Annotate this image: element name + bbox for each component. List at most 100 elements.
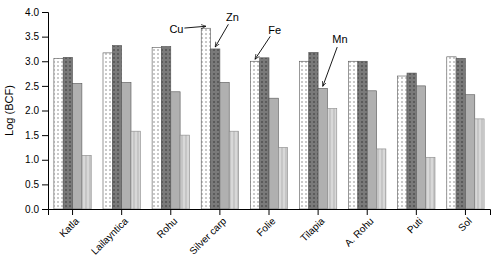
bar — [211, 49, 220, 209]
x-tick: Katla — [57, 209, 81, 239]
bars — [54, 28, 484, 209]
x-tick: Puti — [405, 209, 425, 235]
x-tick: Sol — [456, 209, 474, 233]
x-tick: Folie — [254, 209, 277, 238]
annotation: Cu — [169, 23, 183, 35]
y-axis-line — [42, 13, 49, 210]
y-tick: 3.0 — [25, 56, 48, 67]
x-tick: A. Rohu — [342, 209, 375, 249]
bar — [260, 58, 269, 209]
bar — [416, 86, 425, 209]
x-tick-label: Silver carp — [187, 215, 228, 256]
y-tick-label: 3.0 — [25, 56, 39, 67]
bar-series — [54, 28, 456, 209]
y-tick: 0.5 — [25, 179, 48, 190]
bar — [73, 83, 82, 209]
bar — [54, 58, 63, 209]
y-tick: 1.5 — [25, 130, 48, 141]
annotations: Cu Zn Fe Mn — [169, 11, 347, 86]
y-tick-label: 2.5 — [25, 81, 39, 92]
x-tick-mark — [416, 209, 417, 215]
annotation-arrow — [323, 47, 337, 86]
annotation: Zn — [226, 11, 239, 23]
bar — [201, 28, 210, 209]
x-tick-mark — [219, 209, 220, 215]
bar — [447, 57, 456, 209]
y-tick-mark — [42, 160, 48, 161]
y-tick-mark — [42, 111, 48, 112]
bar — [161, 46, 170, 209]
y-tick: 3.5 — [25, 31, 48, 42]
x-tick-label: Folie — [254, 215, 277, 238]
bar — [358, 61, 367, 209]
x-tick-label: Rohu — [155, 215, 180, 240]
annotation-arrow — [184, 26, 205, 28]
x-tick: Rohu — [155, 209, 180, 240]
y-tick: 4.0 — [25, 7, 48, 18]
x-axis-line — [49, 210, 491, 216]
bar — [349, 61, 358, 209]
bar-series — [82, 109, 484, 209]
x-tick: Tilapia — [298, 209, 327, 244]
bar — [465, 95, 474, 209]
bar — [327, 109, 336, 209]
bar — [122, 82, 131, 209]
y-tick-mark — [42, 12, 48, 13]
bar — [82, 155, 91, 209]
y-tick-mark — [42, 86, 48, 87]
bar — [171, 92, 180, 209]
bar — [269, 98, 278, 209]
x-tick-mark — [170, 209, 171, 215]
y-tick: 0.0 — [25, 204, 48, 215]
x-tick-label: Lailayntica — [89, 215, 130, 256]
y-tick-label: 1.5 — [25, 130, 39, 141]
y-tick-mark — [42, 135, 48, 136]
x-tick-mark — [72, 209, 73, 215]
x-tick-mark — [121, 209, 122, 215]
annotation-arrow — [215, 24, 228, 47]
bar — [456, 58, 465, 209]
x-tick-mark — [367, 209, 368, 215]
x-tick-mark — [318, 209, 319, 215]
y-tick-label: 2.0 — [25, 105, 39, 116]
x-tick-label: Tilapia — [298, 215, 327, 244]
x-tick-mark — [465, 209, 466, 215]
y-tick-mark — [42, 61, 48, 62]
bar — [318, 88, 327, 209]
x-tick: Silver carp — [187, 209, 228, 257]
y-tick-label: 0.5 — [25, 179, 39, 190]
x-axis: Katla Lailayntica Rohu Silver carp Folie Tila… — [49, 209, 491, 257]
x-tick-label: Sol — [456, 215, 474, 233]
bar — [367, 91, 376, 209]
y-tick-label: 1.0 — [25, 154, 39, 165]
y-tick-mark — [42, 209, 48, 210]
y-tick-label: 3.5 — [25, 31, 39, 42]
y-tick-label: 4.0 — [25, 7, 39, 18]
x-tick-label: Katla — [57, 215, 81, 239]
bar — [398, 76, 407, 209]
y-tick-mark — [42, 184, 48, 185]
plot: 0.0 0.5 1.0 1.5 2.0 2.5 3.0 3.5 4.0 Katla Lailaynt… — [25, 7, 490, 257]
bar — [131, 131, 140, 209]
bar — [278, 147, 287, 209]
chart: 0.0 0.5 1.0 1.5 2.0 2.5 3.0 3.5 4.0 Katla Lailaynt… — [0, 0, 500, 271]
y-tick: 1.0 — [25, 154, 48, 165]
bar — [180, 135, 189, 209]
bar — [152, 47, 161, 209]
y-axis-title: Log (BCF) — [3, 85, 15, 136]
bar — [63, 57, 72, 209]
annotation-arrow — [255, 36, 270, 59]
bar — [299, 61, 308, 209]
bar-series — [63, 45, 465, 209]
x-tick-mark — [269, 209, 270, 215]
x-tick-label: Puti — [405, 215, 425, 235]
bar — [407, 73, 416, 209]
bar — [475, 119, 484, 209]
bar — [229, 131, 238, 209]
bar — [426, 157, 435, 209]
bar-series — [73, 82, 475, 209]
annotation: Mn — [332, 33, 347, 45]
annotation: Fe — [268, 24, 281, 36]
bar — [250, 61, 259, 209]
bar — [112, 45, 121, 209]
